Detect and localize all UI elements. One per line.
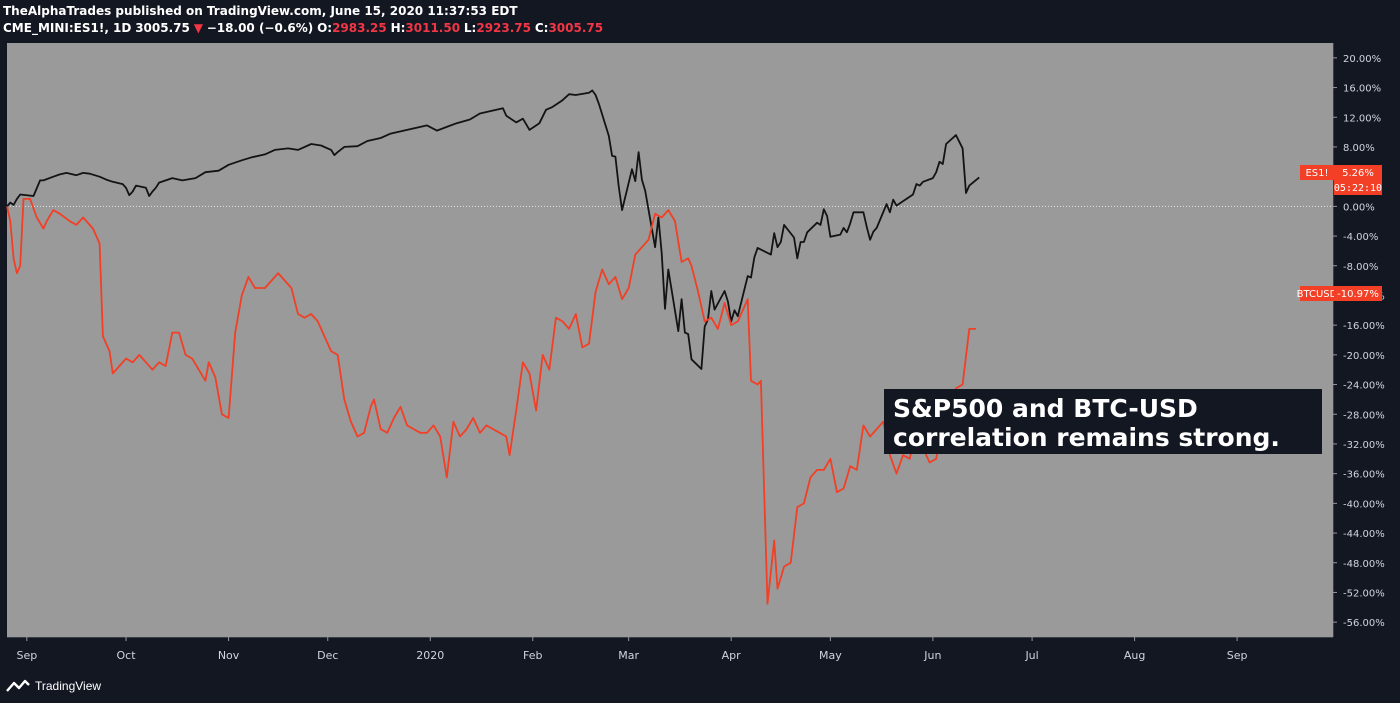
open-label: O: — [317, 21, 333, 35]
change-value: −18.00 (−0.6%) — [206, 21, 314, 35]
es-price-name-bg — [1300, 165, 1334, 180]
y-tick-label: -20.00% — [1343, 351, 1385, 362]
x-tick-label: Aug — [1124, 649, 1145, 662]
y-tick-label: -32.00% — [1343, 440, 1385, 451]
y-tick-label: -36.00% — [1343, 470, 1385, 481]
series-line-es1 — [6, 89, 980, 370]
y-tick-label: -52.00% — [1343, 588, 1385, 599]
tradingview-label: TradingView — [35, 679, 102, 693]
annotation-line-1: S&P500 and BTC-USD — [893, 394, 1198, 423]
y-tick-label: -44.00% — [1343, 529, 1385, 540]
high-label: H: — [390, 21, 406, 35]
x-tick-label: Jul — [1024, 649, 1038, 662]
y-tick-label: -48.00% — [1343, 559, 1385, 570]
change-arrow: ▼ — [193, 21, 203, 35]
symbol-label: CME_MINI:ES1!, 1D — [3, 21, 132, 35]
y-tick-label: 20.00% — [1343, 54, 1381, 65]
publish-info: TheAlphaTrades published on TradingView.… — [3, 4, 518, 18]
x-tick-label: 2020 — [416, 649, 444, 662]
close-value: 3005.75 — [548, 21, 604, 35]
x-tick-label: Apr — [722, 649, 742, 662]
y-tick-label: -4.00% — [1343, 232, 1378, 243]
x-tick-label: Sep — [1227, 649, 1248, 662]
annotation-box — [884, 389, 1322, 454]
btc-price-name-bg — [1300, 286, 1334, 301]
es-price-value-label: 5.26% — [1342, 168, 1374, 179]
y-tick-label: -24.00% — [1343, 381, 1385, 392]
y-tick-label: 16.00% — [1343, 84, 1381, 95]
y-tick-label: -28.00% — [1343, 410, 1385, 421]
y-tick-label: 0.00% — [1343, 202, 1375, 213]
y-tick-label: -16.00% — [1343, 321, 1385, 332]
annotation-line-2: correlation remains strong. — [893, 423, 1280, 452]
open-value: 2983.25 — [332, 21, 387, 35]
tradingview-logo-icon — [6, 679, 30, 692]
low-label: L: — [463, 21, 477, 35]
x-tick-label: Jun — [923, 649, 941, 662]
y-tick-label: 12.00% — [1343, 113, 1381, 124]
tradingview-branding[interactable]: TradingView — [6, 677, 101, 695]
x-tick-label: May — [819, 649, 842, 662]
x-tick-label: Mar — [618, 649, 639, 662]
y-tick-label: -40.00% — [1343, 499, 1385, 510]
last-price: 3005.75 — [135, 21, 190, 35]
x-tick-label: Dec — [317, 649, 338, 662]
series-line-btcusd — [6, 197, 976, 605]
btc-price-name-label: BTCUSD — [1297, 289, 1338, 300]
close-label: C: — [534, 21, 549, 35]
x-tick-label: Feb — [523, 649, 542, 662]
x-tick-label: Oct — [117, 649, 137, 662]
btc-price-value-label: -10.97% — [1337, 289, 1379, 300]
symbol-ohlc-row: CME_MINI:ES1!, 1D 3005.75 ▼ −18.00 (−0.6… — [3, 21, 603, 35]
y-tick-label: -56.00% — [1343, 618, 1385, 629]
low-value: 2923.75 — [476, 21, 531, 35]
plot-area — [7, 43, 1333, 637]
x-tick-label: Sep — [16, 649, 37, 662]
x-tick-label: Nov — [218, 649, 240, 662]
y-tick-label: -8.00% — [1343, 262, 1378, 273]
btc-price-value-bg — [1334, 286, 1382, 301]
es-price-name-label: ES1! — [1305, 168, 1328, 179]
high-value: 3011.50 — [405, 21, 461, 35]
es-countdown-bg — [1334, 180, 1382, 195]
y-tick-label: 8.00% — [1343, 143, 1375, 154]
es-price-value-bg — [1334, 165, 1382, 180]
es-countdown-label: 05:22:10 — [1334, 183, 1382, 194]
